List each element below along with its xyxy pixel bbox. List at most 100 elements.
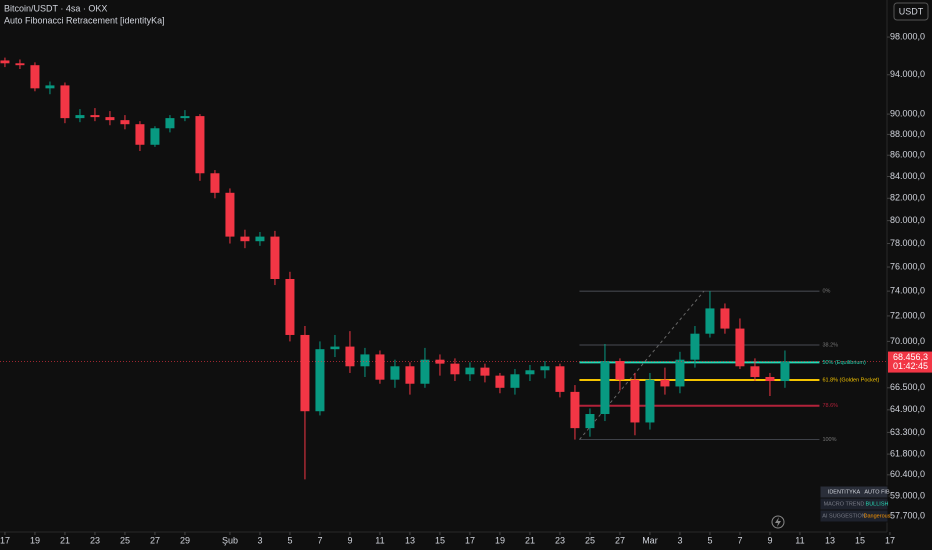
table-row	[819, 509, 889, 523]
candle-body	[0, 60, 10, 64]
fib-label: 38.2%	[822, 342, 838, 348]
y-tick-label: 94.000,0	[890, 69, 925, 79]
x-tick-label: Mar	[642, 535, 658, 545]
x-tick-label: 21	[60, 535, 70, 545]
y-tick-label: 72.000,0	[890, 310, 925, 320]
table-cell: AI SUGGESTION	[822, 513, 865, 519]
y-tick-label: 57.700,0	[890, 511, 925, 521]
candle-body	[375, 354, 385, 380]
x-tick-label: 29	[180, 535, 190, 545]
y-tick-label: 70.000,0	[890, 336, 925, 346]
candle-body	[15, 63, 25, 66]
candle-body	[270, 236, 280, 280]
currency-label: USDT	[899, 6, 924, 16]
x-tick-label: 13	[405, 535, 415, 545]
candle-body	[360, 354, 370, 367]
candle-body	[330, 346, 340, 350]
candle-body	[120, 120, 130, 125]
candle-body	[405, 366, 415, 384]
indicator-name: Auto Fibonacci Retracement [identityKa]	[4, 15, 165, 25]
candle-body	[615, 360, 625, 380]
candle-body	[495, 375, 505, 388]
currency-button[interactable]	[893, 2, 929, 21]
y-tick-label: 82.000,0	[890, 193, 925, 203]
candle-body	[45, 85, 55, 89]
x-tick-label: 7	[317, 535, 322, 545]
y-tick-label: 59.000,0	[890, 490, 925, 500]
candle-body	[420, 359, 430, 384]
x-tick-label: 17	[885, 535, 895, 545]
fib-label: 61.8% (Golden Pocket)	[822, 377, 879, 383]
candle-body	[150, 128, 160, 145]
countdown: 01:42:45	[893, 361, 928, 371]
candle-body	[345, 346, 355, 367]
table-cell: IDENTITYKA	[828, 489, 861, 495]
y-tick-label: 63.300,0	[890, 427, 925, 437]
y-tick-label: 61.800,0	[890, 448, 925, 458]
x-tick-label: 7	[737, 535, 742, 545]
x-tick-label: 3	[677, 535, 682, 545]
x-tick-label: 15	[435, 535, 445, 545]
last-price-box	[888, 351, 932, 373]
candle-body	[585, 414, 595, 429]
candle-body	[525, 370, 535, 375]
candle-body	[135, 124, 145, 145]
y-tick-label: 76.000,0	[890, 261, 925, 271]
x-tick-label: 23	[555, 535, 565, 545]
candle-body	[720, 308, 730, 329]
fib-label: 0%	[822, 289, 830, 295]
x-tick-label: 19	[30, 535, 40, 545]
candle-body	[165, 118, 175, 129]
lightning-glyph	[775, 517, 781, 527]
candle-body	[555, 366, 565, 392]
table-cell: AUTO FIB	[864, 489, 890, 495]
x-tick-label: 23	[90, 535, 100, 545]
table-cell: Dangerous	[864, 513, 891, 519]
x-tick-label: 13	[825, 535, 835, 545]
candle-body	[435, 359, 445, 364]
x-tick-label: 25	[585, 535, 595, 545]
x-tick-label: 11	[375, 535, 384, 545]
y-tick-label: 78.000,0	[890, 238, 925, 248]
chart-title: Bitcoin/USDT · 4sa · OKX	[4, 3, 107, 13]
candle-body	[240, 236, 250, 242]
candle-body	[540, 366, 550, 371]
lightning-icon[interactable]	[771, 515, 785, 529]
candle-body	[765, 376, 775, 382]
y-tick-label: 84.000,0	[890, 171, 925, 181]
fib-label: 78.6%	[822, 403, 838, 409]
x-tick-label: Şub	[222, 535, 238, 545]
x-tick-label: 9	[347, 535, 352, 545]
candle-body	[60, 85, 70, 119]
y-tick-label: 80.000,0	[890, 215, 925, 225]
fib-swing	[579, 290, 705, 440]
candle-body	[690, 333, 700, 360]
candle-body	[390, 366, 400, 380]
candle-body	[255, 236, 265, 242]
x-tick-label: 11	[795, 535, 804, 545]
candle-body	[90, 115, 100, 118]
x-tick-label: 17	[0, 535, 10, 545]
candle-body	[450, 363, 460, 375]
candle-body	[480, 367, 490, 376]
x-tick-label: 27	[150, 535, 160, 545]
x-tick-label: 21	[525, 535, 535, 545]
x-tick-label: 25	[120, 535, 130, 545]
candle-body	[465, 367, 475, 375]
candle-body	[300, 334, 310, 412]
candle-body	[225, 192, 235, 237]
candle-body	[600, 360, 610, 415]
candle-body	[210, 173, 220, 193]
candle-body	[630, 379, 640, 423]
y-tick-label: 88.000,0	[890, 129, 925, 139]
candle-body	[75, 115, 85, 119]
x-tick-label: 19	[495, 535, 505, 545]
x-tick-label: 27	[615, 535, 625, 545]
x-tick-label: 17	[465, 535, 475, 545]
candle-body	[195, 116, 205, 174]
candle-body	[285, 279, 295, 335]
table-cell: MACRO TREND	[824, 501, 865, 507]
y-tick-label: 66.500,0	[890, 382, 925, 392]
